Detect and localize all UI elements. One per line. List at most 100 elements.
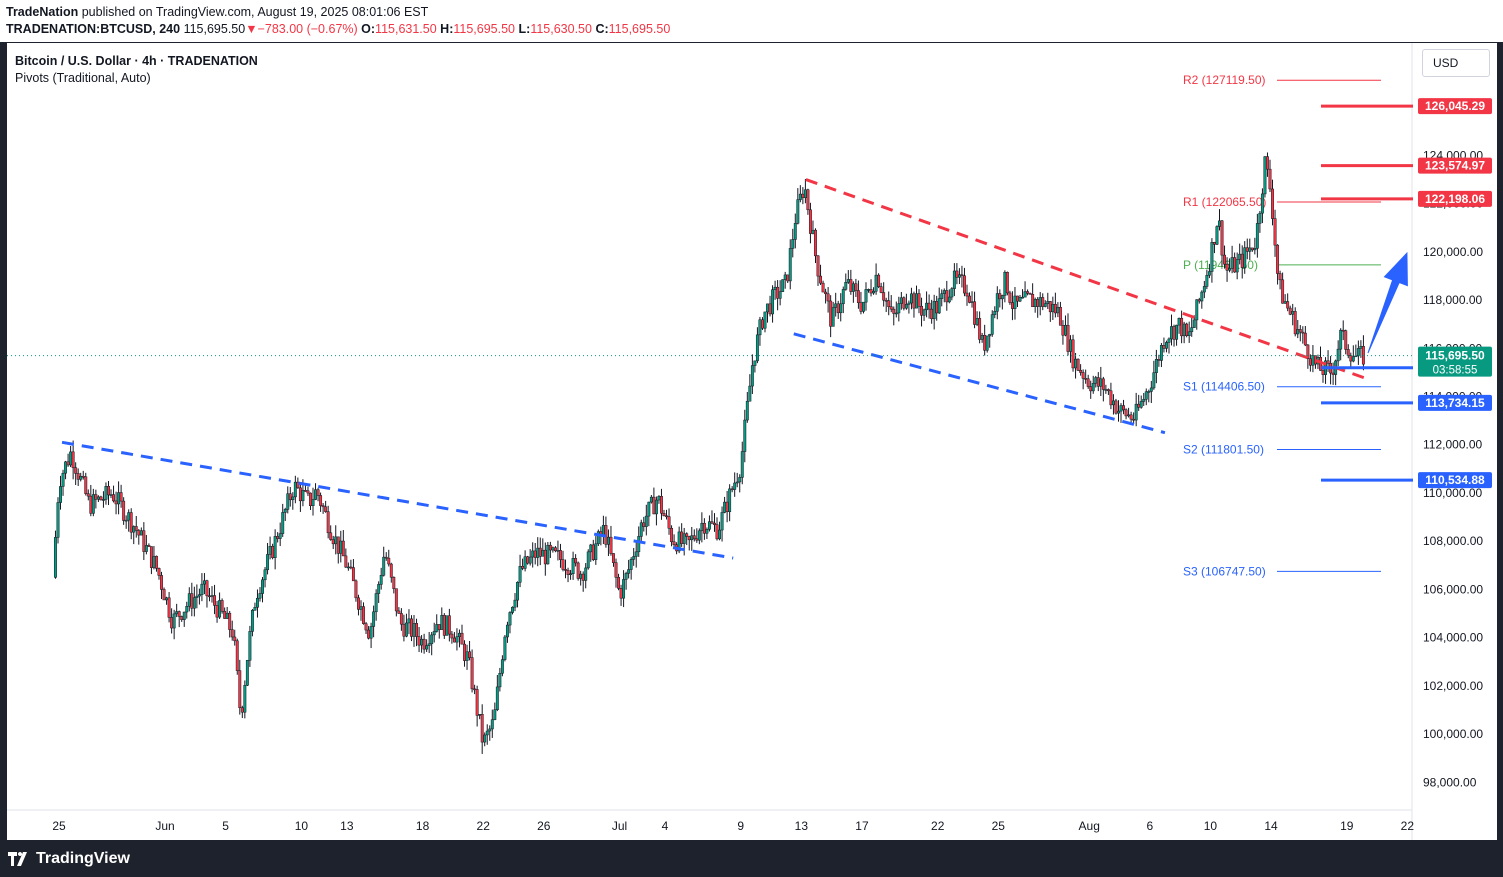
candle-body [445,615,449,636]
candle-body [1089,386,1093,392]
candle-body [740,451,744,478]
candle-body [879,286,883,293]
candle-body [1132,418,1136,421]
candle-body [1079,370,1083,373]
candle-body [271,546,275,558]
candle-body [1356,348,1360,357]
y-tick-label: 102,000.00 [1423,679,1483,693]
candle-body [955,270,959,278]
candle-body [773,286,777,290]
candle-body [894,312,898,315]
x-tick-label: 25 [992,819,1006,833]
candle-body [755,334,759,362]
candle-body [930,308,934,320]
legend-indicator[interactable]: Pivots (Traditional, Auto) [15,71,151,85]
candle-body [1175,324,1179,340]
candle-body [228,612,232,630]
candle-body [745,400,749,421]
last-price-text: 115,695.50 [183,22,246,36]
legend-title[interactable]: Bitcoin / U.S. Dollar · 4h · TRADENATION [15,54,258,68]
candle-body [559,550,562,560]
y-tick-label: 106,000.00 [1423,582,1483,596]
candle-body [596,531,600,545]
candle-body [783,274,787,280]
candle-body [425,645,429,650]
candle-body [1215,226,1219,245]
candle-body [1091,383,1095,392]
candle-body [1111,400,1115,406]
candle-body [528,556,532,564]
trendlines[interactable] [61,178,1370,560]
candle-body [632,556,636,560]
candle-body [220,600,224,612]
candle-body [1250,247,1254,251]
candle-body [730,488,734,491]
time-axis[interactable]: 25 Jun 5 10 13 18 22 26 Jul 4 9 13 17 22 25 Aug 6 10 14 19 2… [52,819,1414,833]
candle-body [1266,156,1269,170]
candle-body [748,385,752,402]
candle-body [99,496,103,501]
projection-arrow[interactable] [1367,251,1408,354]
candle-body [576,562,580,579]
candle-body [278,533,282,539]
candle-body [1124,409,1128,417]
chart-area[interactable]: R2 (127119.50) R1 (122065.50) P (119460.50… [7,43,1497,840]
candle-body [763,311,767,329]
candle-body [437,624,441,630]
candle-body [998,293,1002,300]
candle-body [1127,414,1131,417]
published-text: published on TradingView.com, August 19,… [81,5,429,19]
candle-body [660,496,663,514]
candle-body [475,689,479,716]
candle-body [1144,391,1148,400]
price-chart[interactable]: R2 (127119.50) R1 (122065.50) P (119460.50… [7,43,1497,840]
candle-body [1114,400,1118,414]
candle-body [869,289,873,294]
currency-button[interactable]: USD [1422,49,1490,77]
candle-body [854,283,858,291]
candle-body [728,488,732,512]
candle-body [1129,414,1133,420]
candle-body [824,291,828,295]
candle-body [1157,359,1161,361]
candle-body [637,536,641,553]
candle-body [142,530,146,552]
candle-body [1202,286,1206,293]
publisher-name[interactable]: TradeNation [6,5,79,19]
pivot-label: S3 (106747.50) [1183,564,1266,578]
candle-body [841,289,845,305]
candle-body [947,296,951,303]
candle-body [811,229,815,234]
candle-body [329,532,333,540]
candle-body [687,536,691,541]
candle-body [1303,332,1307,346]
candle-body [1038,297,1042,307]
candle-body [463,643,466,661]
tradingview-brand[interactable]: TradingView [8,850,130,868]
candle-body [351,567,355,582]
candle-body [990,314,994,335]
candle-body [197,594,201,597]
candle-body [1104,389,1108,391]
candle-body [399,613,403,625]
level-lines[interactable] [7,104,1413,482]
candle-body [162,589,166,601]
candle-body [1253,248,1257,251]
candle-body [1243,247,1247,268]
candle-body [725,501,729,512]
candle-body [122,500,126,521]
candle-body [1260,193,1264,214]
up-arrow-icon [1367,251,1408,354]
candle-body [288,493,292,501]
candle-body [374,593,378,613]
candle-body [793,223,797,240]
price-axis[interactable]: 98,000.00 100,000.00 102,000.00 104,000.00 1… [1423,148,1483,789]
candle-body [235,640,239,671]
candle-body [192,597,196,609]
candle-body [1139,401,1143,408]
candle-body [1099,378,1103,387]
candle-body [187,593,191,607]
countdown-label: 03:58:55 [1433,365,1478,377]
candle-body [175,611,179,615]
